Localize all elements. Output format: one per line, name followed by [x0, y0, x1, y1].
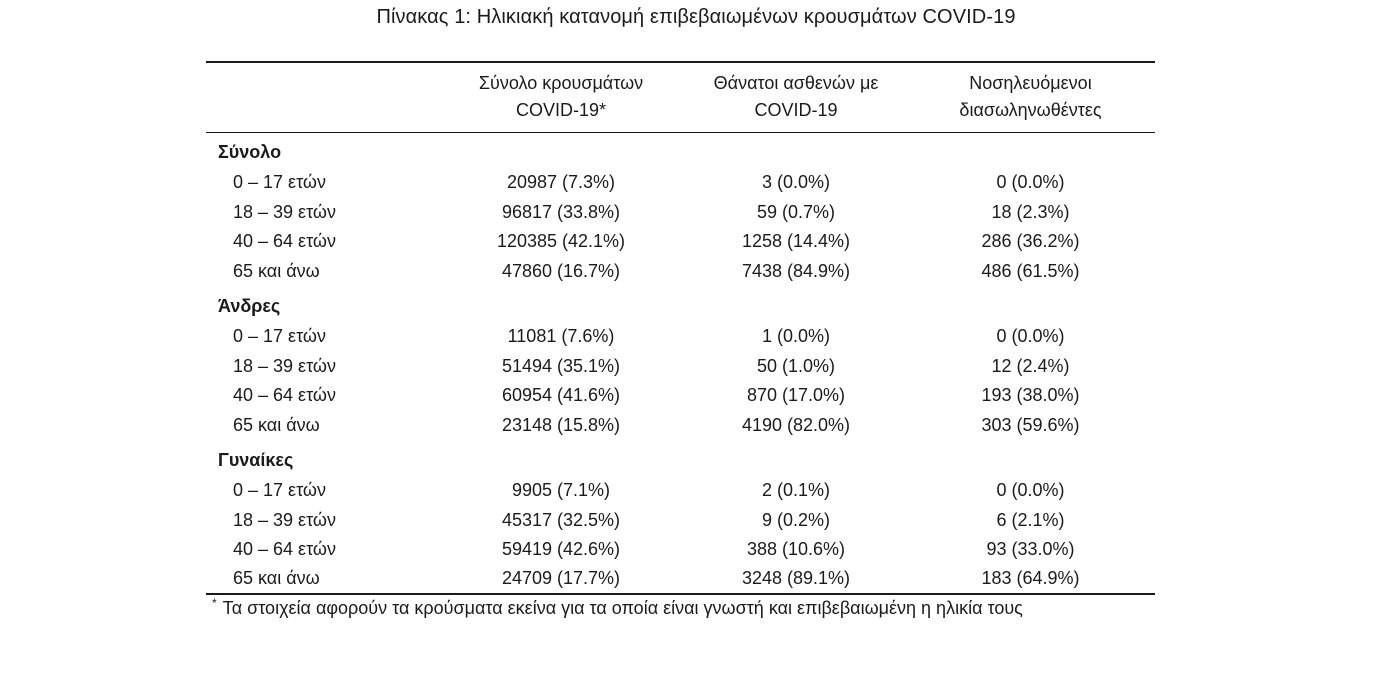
intubated-cell: 0 (0.0%) — [996, 172, 1065, 193]
cases-cell: 9905 (7.1%) — [511, 480, 611, 501]
intubated-cell: 93 (33.0%) — [986, 539, 1075, 560]
deaths-cell: 870 (17.0%) — [746, 385, 846, 406]
header-intubated: Νοσηλευόμενοι διασωληνωθέντες — [906, 62, 1155, 133]
deaths-cell: 59 (0.7%) — [756, 201, 836, 222]
covid-age-table-container: Σύνολο κρουσμάτων COVID-19* Θάνατοι ασθε… — [206, 61, 1155, 595]
section-label: Σύνολο — [218, 142, 282, 162]
deaths-cell: 3248 (89.1%) — [741, 568, 851, 589]
age-label: 65 και άνω — [233, 414, 320, 435]
intubated-cell: 193 (38.0%) — [981, 385, 1080, 406]
table-row: 0 – 17 ετών 11081 (7.6%) 1 (0.0%) 0 (0.0… — [206, 322, 1155, 352]
age-label: 0 – 17 ετών — [233, 326, 326, 347]
deaths-cell: 3 (0.0%) — [761, 172, 831, 193]
intubated-cell: 303 (59.6%) — [981, 414, 1080, 435]
header-line: COVID-19* — [515, 100, 607, 121]
deaths-cell: 1 (0.0%) — [761, 326, 831, 347]
section-label: Γυναίκες — [218, 450, 294, 470]
header-total-cases: Σύνολο κρουσμάτων COVID-19* — [436, 62, 686, 133]
intubated-cell: 486 (61.5%) — [981, 260, 1080, 281]
header-line: Νοσηλευόμενοι — [969, 73, 1092, 94]
table-row: 0 – 17 ετών 20987 (7.3%) 3 (0.0%) 0 (0.0… — [206, 168, 1155, 198]
table-row: 0 – 17 ετών 9905 (7.1%) 2 (0.1%) 0 (0.0%… — [206, 476, 1155, 506]
age-label: 18 – 39 ετών — [233, 355, 336, 376]
table-row: 65 και άνω 24709 (17.7%) 3248 (89.1%) 18… — [206, 565, 1155, 595]
age-label: 40 – 64 ετών — [233, 231, 336, 252]
section-label: Άνδρες — [218, 296, 281, 316]
footnote-text: Τα στοιχεία αφορούν τα κρούσματα εκείνα … — [222, 598, 1023, 618]
cases-cell: 96817 (33.8%) — [501, 201, 621, 222]
deaths-cell: 2 (0.1%) — [761, 480, 831, 501]
table-row: 40 – 64 ετών 59419 (42.6%) 388 (10.6%) 9… — [206, 535, 1155, 565]
age-label: 65 και άνω — [233, 568, 320, 589]
deaths-cell: 7438 (84.9%) — [741, 260, 851, 281]
table-body: Σύνολο 0 – 17 ετών 20987 (7.3%) 3 (0.0%)… — [206, 132, 1155, 594]
table-row: 18 – 39 ετών 51494 (35.1%) 50 (1.0%) 12 … — [206, 352, 1155, 382]
cases-cell: 47860 (16.7%) — [501, 260, 621, 281]
table-row: 65 και άνω 47860 (16.7%) 7438 (84.9%) 48… — [206, 257, 1155, 287]
cases-cell: 20987 (7.3%) — [506, 172, 616, 193]
deaths-cell: 1258 (14.4%) — [741, 231, 851, 252]
cases-cell: 60954 (41.6%) — [501, 385, 621, 406]
intubated-cell: 286 (36.2%) — [981, 231, 1080, 252]
deaths-cell: 9 (0.2%) — [761, 509, 831, 530]
age-label: 65 και άνω — [233, 260, 320, 281]
deaths-cell: 50 (1.0%) — [756, 355, 836, 376]
header-line: COVID-19 — [754, 100, 838, 121]
table-row: 18 – 39 ετών 45317 (32.5%) 9 (0.2%) 6 (2… — [206, 506, 1155, 536]
header-line: Σύνολο κρουσμάτων — [478, 73, 644, 94]
cases-cell: 23148 (15.8%) — [501, 414, 621, 435]
table-row: 40 – 64 ετών 60954 (41.6%) 870 (17.0%) 1… — [206, 381, 1155, 411]
cases-cell: 45317 (32.5%) — [501, 509, 621, 530]
section-row-total: Σύνολο — [206, 132, 1155, 168]
cases-cell: 11081 (7.6%) — [507, 326, 615, 347]
empty-header-cell — [206, 62, 436, 133]
age-label: 0 – 17 ετών — [233, 172, 326, 193]
section-row-men: Άνδρες — [206, 286, 1155, 322]
header-row: Σύνολο κρουσμάτων COVID-19* Θάνατοι ασθε… — [206, 62, 1155, 133]
cases-cell: 24709 (17.7%) — [501, 568, 621, 589]
section-row-women: Γυναίκες — [206, 440, 1155, 476]
table-title: Πίνακας 1: Ηλικιακή κατανομή επιβεβαιωμέ… — [376, 6, 1016, 28]
table-row: 40 – 64 ετών 120385 (42.1%) 1258 (14.4%)… — [206, 227, 1155, 257]
intubated-cell: 6 (2.1%) — [996, 509, 1065, 530]
intubated-cell: 0 (0.0%) — [996, 480, 1065, 501]
deaths-cell: 388 (10.6%) — [746, 539, 846, 560]
intubated-cell: 18 (2.3%) — [991, 201, 1070, 222]
age-label: 18 – 39 ετών — [233, 509, 336, 530]
cases-cell: 120385 (42.1%) — [496, 231, 626, 252]
age-label: 0 – 17 ετών — [233, 480, 326, 501]
table-row: 18 – 39 ετών 96817 (33.8%) 59 (0.7%) 18 … — [206, 198, 1155, 228]
intubated-cell: 183 (64.9%) — [981, 568, 1080, 589]
intubated-cell: 12 (2.4%) — [991, 355, 1070, 376]
age-label: 40 – 64 ετών — [233, 385, 336, 406]
intubated-cell: 0 (0.0%) — [996, 326, 1065, 347]
age-label: 40 – 64 ετών — [233, 539, 336, 560]
deaths-cell: 4190 (82.0%) — [741, 414, 851, 435]
header-line: διασωληνωθέντες — [959, 100, 1102, 121]
age-label: 18 – 39 ετών — [233, 201, 336, 222]
cases-cell: 59419 (42.6%) — [501, 539, 621, 560]
footnote-marker: * — [212, 596, 217, 610]
header-line: Θάνατοι ασθενών με — [713, 73, 879, 94]
covid-age-distribution-table: Σύνολο κρουσμάτων COVID-19* Θάνατοι ασθε… — [206, 61, 1155, 595]
table-footnote: * Τα στοιχεία αφορούν τα κρούσματα εκείνα… — [206, 596, 1166, 619]
cases-cell: 51494 (35.1%) — [501, 355, 621, 376]
table-header: Σύνολο κρουσμάτων COVID-19* Θάνατοι ασθε… — [206, 62, 1155, 133]
header-deaths: Θάνατοι ασθενών με COVID-19 — [686, 62, 906, 133]
table-row: 65 και άνω 23148 (15.8%) 4190 (82.0%) 30… — [206, 411, 1155, 441]
